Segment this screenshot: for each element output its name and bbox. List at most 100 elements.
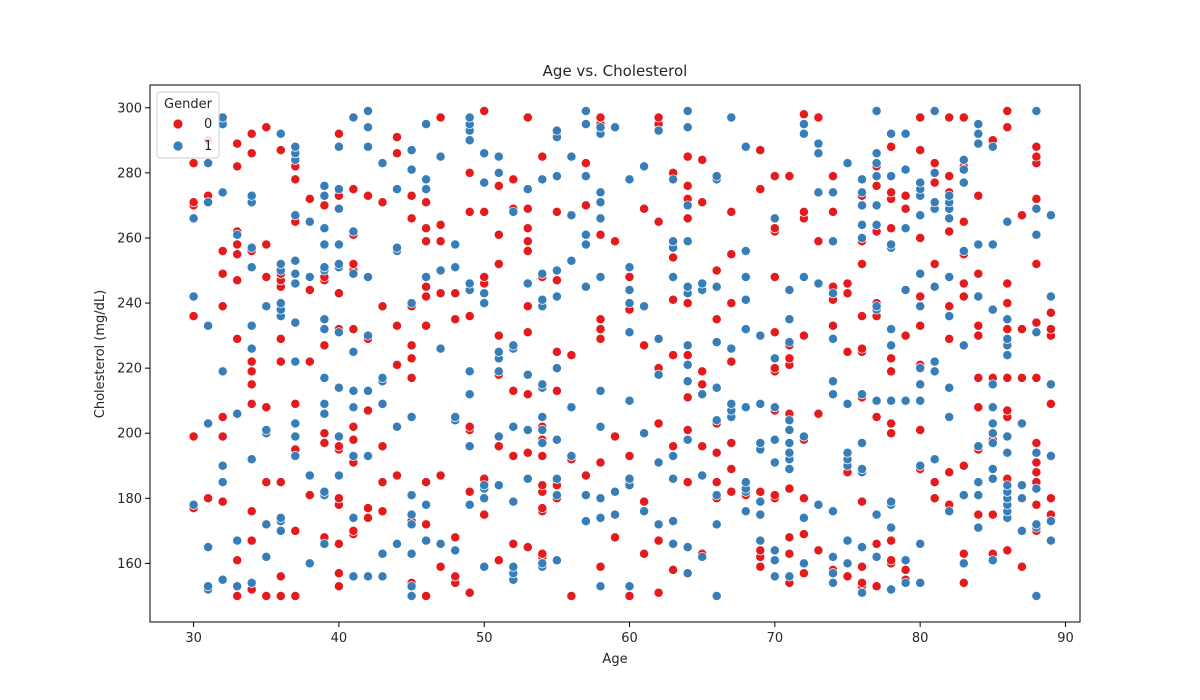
point-series-0 [610,532,620,543]
point-series-1 [217,574,228,585]
point-series-1 [929,366,940,377]
point-series-1 [639,161,650,172]
point-series-0 [973,402,984,413]
point-series-1 [929,106,940,116]
point-series-0 [886,223,897,234]
point-series-0 [566,591,577,601]
point-series-1 [333,382,344,393]
point-series-1 [421,119,432,130]
point-series-0 [464,587,475,598]
point-series-1 [1045,291,1056,302]
point-series-1 [464,499,475,510]
point-series-1 [392,538,402,549]
point-series-1 [857,187,867,198]
point-series-1 [275,259,286,269]
point-series-0 [697,366,708,377]
point-series-1 [813,138,824,149]
point-series-1 [973,128,984,139]
point-series-0 [682,477,693,488]
point-series-1 [886,128,897,139]
point-series-1 [319,486,330,497]
point-series-0 [1031,467,1042,478]
point-series-1 [333,184,344,195]
point-series-1 [828,187,838,198]
point-series-1 [319,190,330,201]
point-series-0 [886,353,897,364]
point-series-0 [1031,193,1042,204]
point-series-0 [769,223,780,234]
point-series-1 [784,438,795,448]
point-series-0 [348,525,359,536]
point-series-0 [421,281,432,292]
point-series-0 [1045,307,1056,318]
point-series-0 [610,431,620,442]
point-series-0 [1002,405,1013,416]
point-series-0 [319,340,330,351]
point-series-1 [333,259,344,269]
point-series-1 [857,438,867,448]
point-series-1 [958,340,969,351]
point-series-0 [522,301,533,312]
point-series-0 [392,148,402,159]
point-series-0 [377,197,388,208]
point-series-1 [639,428,650,439]
point-series-1 [813,148,824,159]
point-series-0 [1002,372,1013,383]
point-series-0 [1045,493,1056,504]
point-series-0 [261,402,272,413]
point-series-1 [246,190,257,201]
point-series-1 [987,473,998,484]
point-series-1 [406,591,417,601]
point-series-1 [682,281,693,292]
point-series-0 [333,581,344,592]
point-series-0 [319,428,330,439]
point-series-1 [900,164,911,175]
point-series-1 [363,122,373,133]
point-series-1 [682,376,693,387]
point-series-0 [944,333,955,344]
point-series-0 [551,206,562,217]
point-series-1 [290,268,301,279]
point-series-1 [319,314,330,325]
point-series-1 [813,499,824,510]
point-series-1 [217,477,228,488]
point-series-0 [1031,372,1042,383]
point-series-0 [886,366,897,377]
point-series-1 [857,464,867,474]
point-series-1 [551,291,562,302]
y-tick-label: 280 [117,166,142,181]
point-series-1 [697,470,708,481]
point-series-0 [900,203,911,214]
point-series-1 [537,425,548,435]
point-series-0 [580,470,591,481]
point-series-1 [871,219,882,230]
point-series-0 [871,538,882,549]
point-series-1 [828,389,838,400]
point-series-0 [886,418,897,429]
point-series-1 [987,418,998,429]
point-series-1 [755,509,766,520]
point-series-0 [682,151,693,162]
point-series-1 [798,119,809,130]
point-series-1 [464,278,475,289]
point-series-0 [958,577,969,588]
point-series-0 [886,428,897,439]
point-series-1 [711,281,722,292]
point-series-1 [755,496,766,507]
point-series-1 [595,197,606,208]
point-series-1 [1045,451,1056,461]
point-series-0 [522,542,533,553]
point-series-1 [886,239,897,250]
point-series-0 [653,587,664,598]
point-series-0 [726,464,737,474]
point-series-0 [508,451,519,461]
point-series-1 [290,451,301,461]
point-series-1 [857,200,867,211]
point-series-1 [435,265,446,276]
point-series-1 [900,555,911,566]
point-series-1 [1031,327,1042,338]
point-series-1 [232,229,243,240]
point-series-1 [682,106,693,116]
point-series-0 [900,564,911,575]
point-series-0 [450,288,461,299]
